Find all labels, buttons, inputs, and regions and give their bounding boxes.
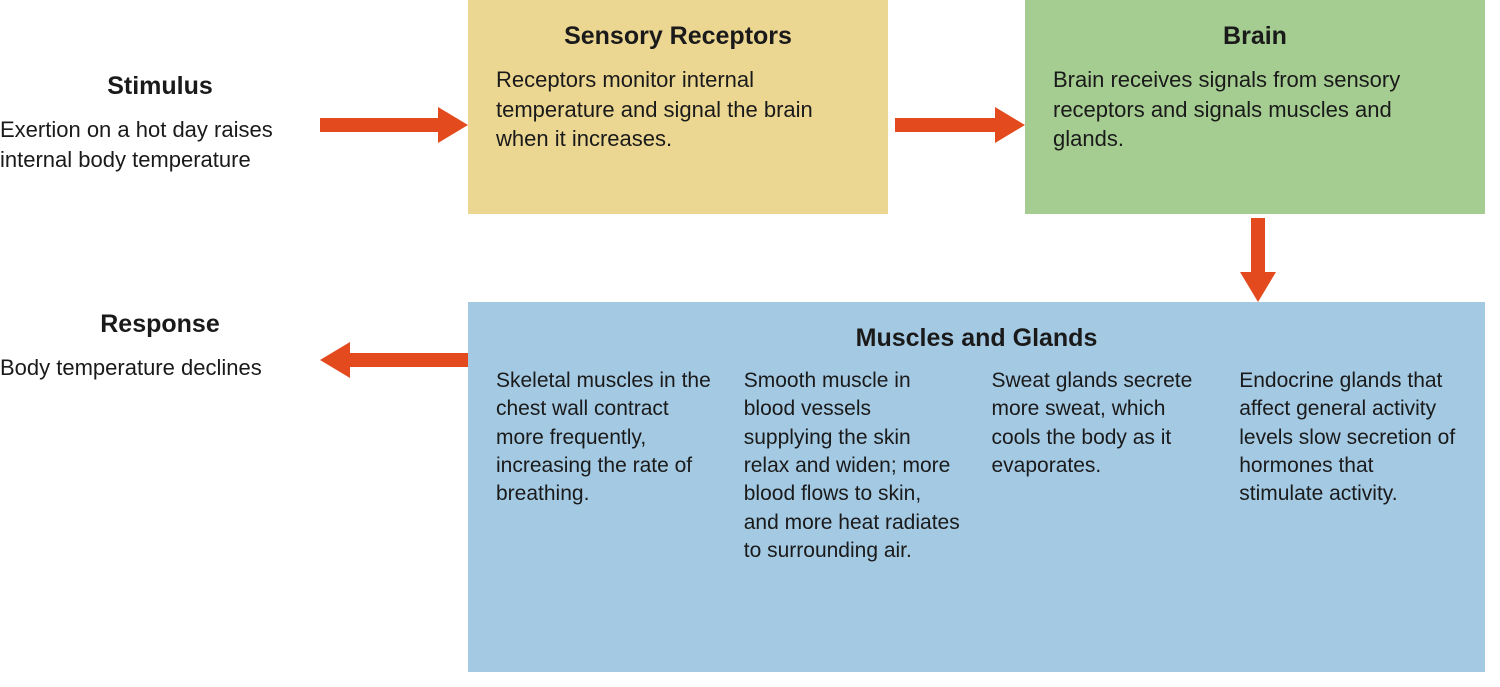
arrow-sensory-to-brain <box>895 105 1025 145</box>
stimulus-text: Exertion on a hot day raises internal bo… <box>0 115 320 174</box>
response-title: Response <box>0 310 320 339</box>
brain-text: Brain receives signals from sensory rece… <box>1053 65 1457 154</box>
sensory-receptors-box: Sensory Receptors Receptors monitor inte… <box>468 0 888 214</box>
sensory-title: Sensory Receptors <box>496 22 860 51</box>
muscles-col-2: Smooth muscle in blood vessels supplying… <box>744 367 962 565</box>
muscles-title: Muscles and Glands <box>496 324 1457 353</box>
response-text: Body temperature declines <box>0 353 320 383</box>
arrow-muscles-to-response <box>320 340 468 380</box>
muscles-col-4: Endocrine glands that affect general act… <box>1239 367 1457 565</box>
muscles-columns: Skeletal muscles in the chest wall contr… <box>496 367 1457 565</box>
brain-box: Brain Brain receives signals from sensor… <box>1025 0 1485 214</box>
stimulus-title: Stimulus <box>0 72 320 101</box>
arrow-stimulus-to-sensory <box>320 105 468 145</box>
response-block: Response Body temperature declines <box>0 310 320 383</box>
muscles-col-1: Skeletal muscles in the chest wall contr… <box>496 367 714 565</box>
muscles-glands-box: Muscles and Glands Skeletal muscles in t… <box>468 302 1485 672</box>
sensory-text: Receptors monitor internal temperature a… <box>496 65 860 154</box>
brain-title: Brain <box>1053 22 1457 51</box>
arrow-brain-to-muscles <box>1238 218 1278 302</box>
stimulus-block: Stimulus Exertion on a hot day raises in… <box>0 72 320 174</box>
muscles-col-3: Sweat glands secrete more sweat, which c… <box>992 367 1210 565</box>
